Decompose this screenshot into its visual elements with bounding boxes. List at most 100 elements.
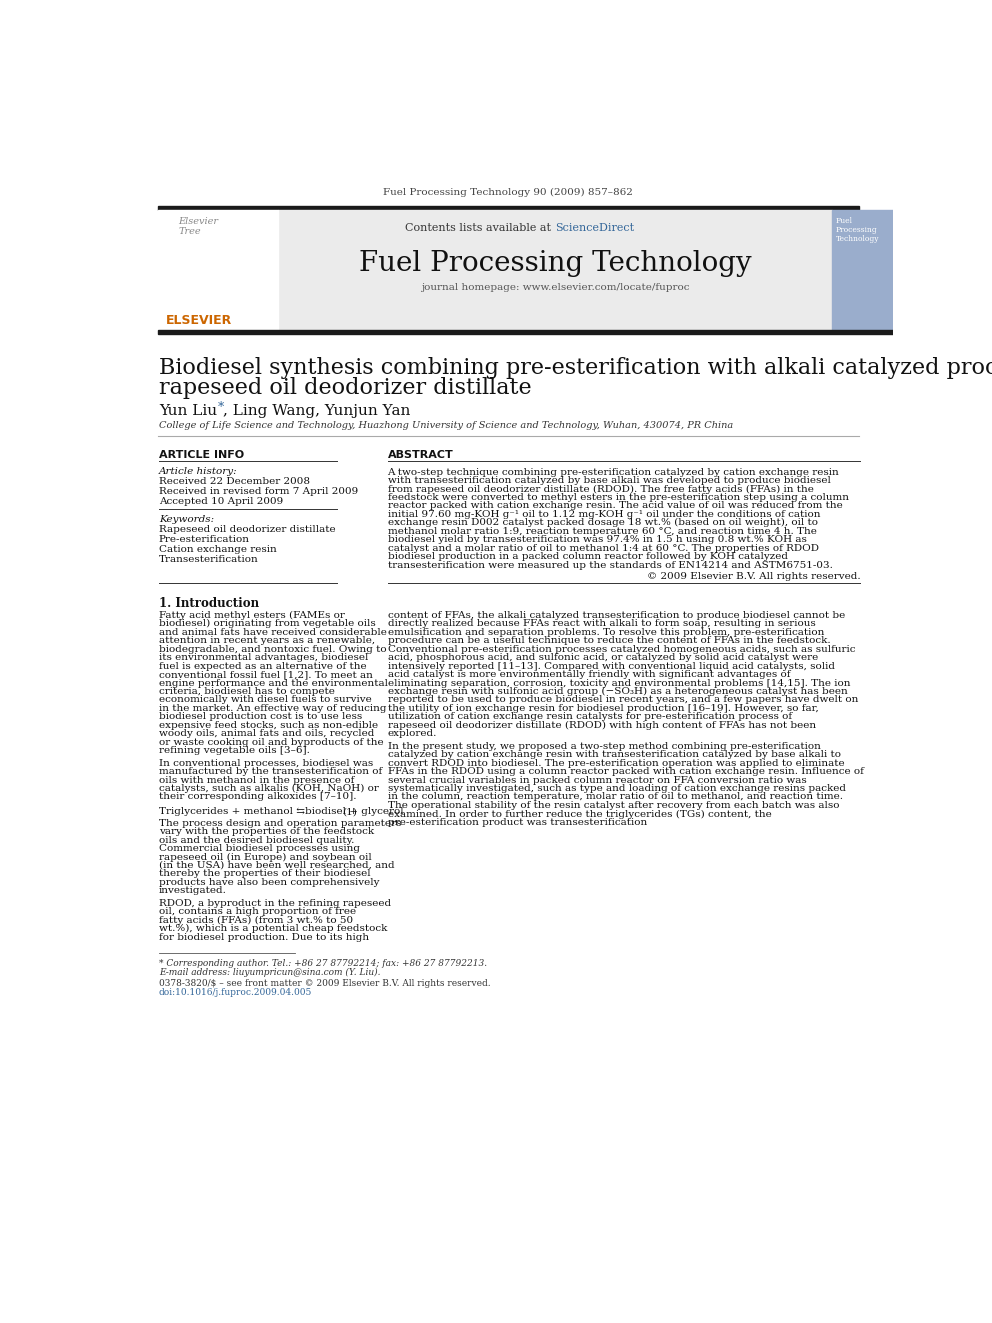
Text: emulsification and separation problems. To resolve this problem, pre-esterificat: emulsification and separation problems. … (388, 627, 824, 636)
Bar (831, 210, 893, 329)
Text: Article history:: Article history: (159, 467, 237, 476)
Text: rapeseed oil deodorizer distillate: rapeseed oil deodorizer distillate (159, 377, 532, 400)
Text: directly realized because FFAs react with alkali to form soap, resulting in seri: directly realized because FFAs react wit… (388, 619, 815, 628)
Text: Triglycerides + methanol ⇆biodisel + glycerol: Triglycerides + methanol ⇆biodisel + gly… (159, 807, 404, 816)
Text: Cation exchange resin: Cation exchange resin (159, 545, 277, 553)
Text: fuel is expected as an alternative of the: fuel is expected as an alternative of th… (159, 662, 366, 671)
Text: Conventional pre-esterification processes catalyzed homogeneous acids, such as s: Conventional pre-esterification processe… (388, 644, 855, 654)
Text: biodiesel production cost is to use less: biodiesel production cost is to use less (159, 712, 362, 721)
Text: from rapeseed oil deodorizer distillate (RDOD). The free fatty acids (FFAs) in t: from rapeseed oil deodorizer distillate … (388, 484, 813, 493)
Text: feedstock were converted to methyl esters in the pre-esterification step using a: feedstock were converted to methyl ester… (388, 493, 848, 501)
Text: Biodiesel synthesis combining pre-esterification with alkali catalyzed process f: Biodiesel synthesis combining pre-esteri… (159, 357, 992, 380)
Text: with transesterification catalyzed by base alkali was developed to produce biodi: with transesterification catalyzed by ba… (388, 476, 830, 486)
Text: FFAs in the RDOD using a column reactor packed with cation exchange resin. Influ: FFAs in the RDOD using a column reactor … (388, 767, 863, 777)
Text: fatty acids (FFAs) (from 3 wt.% to 50: fatty acids (FFAs) (from 3 wt.% to 50 (159, 916, 353, 925)
Text: *: * (218, 401, 224, 414)
Text: woody oils, animal fats and oils, recycled: woody oils, animal fats and oils, recycl… (159, 729, 374, 738)
Text: engine performance and the environmental: engine performance and the environmental (159, 679, 388, 688)
Bar (158, 206, 859, 210)
Text: economically with diesel fuels to survive: economically with diesel fuels to surviv… (159, 696, 372, 704)
Text: ABSTRACT: ABSTRACT (388, 450, 453, 460)
Text: Fuel Processing Technology 90 (2009) 857–862: Fuel Processing Technology 90 (2009) 857… (384, 188, 633, 197)
Text: conventional fossil fuel [1,2]. To meet an: conventional fossil fuel [1,2]. To meet … (159, 669, 373, 679)
Text: vary with the properties of the feedstock: vary with the properties of the feedstoc… (159, 827, 374, 836)
Text: Yun Liu: Yun Liu (159, 404, 217, 418)
Text: 1. Introduction: 1. Introduction (159, 597, 259, 610)
Text: , Ling Wang, Yunjun Yan: , Ling Wang, Yunjun Yan (223, 404, 411, 418)
Text: and animal fats have received considerable: and animal fats have received considerab… (159, 627, 387, 636)
Bar (158, 329, 893, 335)
Text: 0378-3820/$ – see front matter © 2009 Elsevier B.V. All rights reserved.: 0378-3820/$ – see front matter © 2009 El… (159, 979, 490, 988)
Text: Fuel
Processing
Technology: Fuel Processing Technology (835, 217, 879, 243)
Text: rapeseed oil deodorizer distillate (RDOD) with high content of FFAs has not been: rapeseed oil deodorizer distillate (RDOD… (388, 721, 815, 730)
Text: or waste cooking oil and byproducts of the: or waste cooking oil and byproducts of t… (159, 738, 384, 746)
Text: biodiesel production in a packed column reactor followed by KOH catalyzed: biodiesel production in a packed column … (388, 552, 788, 561)
Text: explored.: explored. (388, 729, 436, 738)
Text: biodiesel yield by transesterification was 97.4% in 1.5 h using 0.8 wt.% KOH as: biodiesel yield by transesterification w… (388, 536, 806, 544)
Text: Fuel Processing Technology: Fuel Processing Technology (358, 250, 751, 277)
Text: catalyzed by cation exchange resin with transesterification catalyzed by base al: catalyzed by cation exchange resin with … (388, 750, 840, 759)
Text: procedure can be a useful technique to reduce the content of FFAs in the feedsto: procedure can be a useful technique to r… (388, 636, 830, 646)
Text: wt.%), which is a potential cheap feedstock: wt.%), which is a potential cheap feedst… (159, 925, 387, 933)
Text: Commercial biodiesel processes using: Commercial biodiesel processes using (159, 844, 360, 853)
Text: E-mail address: liuyumpricun@sina.com (Y. Liu).: E-mail address: liuyumpricun@sina.com (Y… (159, 968, 380, 978)
Text: initial 97.60 mg-KOH g⁻¹ oil to 1.12 mg-KOH g⁻¹ oil under the conditions of cati: initial 97.60 mg-KOH g⁻¹ oil to 1.12 mg-… (388, 509, 820, 519)
Text: utilization of cation exchange resin catalysts for pre-esterification process of: utilization of cation exchange resin cat… (388, 712, 792, 721)
Text: (1): (1) (342, 807, 357, 816)
Text: intensively reported [11–13]. Compared with conventional liquid acid catalysts, : intensively reported [11–13]. Compared w… (388, 662, 834, 671)
Text: attention in recent years as a renewable,: attention in recent years as a renewable… (159, 636, 375, 646)
Text: in the market. An effective way of reducing: in the market. An effective way of reduc… (159, 704, 386, 713)
Text: Fatty acid methyl esters (FAMEs or: Fatty acid methyl esters (FAMEs or (159, 611, 345, 620)
Text: reactor packed with cation exchange resin. The acid value of oil was reduced fro: reactor packed with cation exchange resi… (388, 501, 842, 511)
Text: systematically investigated, such as type and loading of cation exchange resins : systematically investigated, such as typ… (388, 785, 845, 792)
Text: thereby the properties of their biodiesel: thereby the properties of their biodiese… (159, 869, 370, 878)
Text: expensive feed stocks, such as non-edible: expensive feed stocks, such as non-edibl… (159, 721, 378, 730)
Text: Pre-esterification: Pre-esterification (159, 534, 250, 544)
Text: In the present study, we proposed a two-step method combining pre-esterification: In the present study, we proposed a two-… (388, 742, 820, 750)
Text: Rapeseed oil deodorizer distillate: Rapeseed oil deodorizer distillate (159, 524, 335, 533)
Text: Elsevier
Tree: Elsevier Tree (179, 217, 218, 235)
Text: the utility of ion exchange resin for biodiesel production [16–19]. However, so : the utility of ion exchange resin for bi… (388, 704, 818, 713)
Text: biodiesel) originating from vegetable oils: biodiesel) originating from vegetable oi… (159, 619, 376, 628)
Text: convert RDOD into biodiesel. The pre-esterification operation was applied to eli: convert RDOD into biodiesel. The pre-est… (388, 758, 844, 767)
Text: * Corresponding author. Tel.: +86 27 87792214; fax: +86 27 87792213.: * Corresponding author. Tel.: +86 27 877… (159, 959, 487, 968)
Text: journal homepage: www.elsevier.com/locate/fuproc: journal homepage: www.elsevier.com/locat… (421, 283, 689, 292)
Text: The process design and operation parameters: The process design and operation paramet… (159, 819, 401, 828)
Text: its environmental advantages, biodiesel: its environmental advantages, biodiesel (159, 654, 368, 662)
Text: their corresponding alkoxides [7–10].: their corresponding alkoxides [7–10]. (159, 792, 356, 802)
Text: Received in revised form 7 April 2009: Received in revised form 7 April 2009 (159, 487, 358, 496)
Text: rapeseed oil (in Europe) and soybean oil: rapeseed oil (in Europe) and soybean oil (159, 852, 372, 861)
Text: oils and the desired biodiesel quality.: oils and the desired biodiesel quality. (159, 836, 354, 844)
Text: for biodiesel production. Due to its high: for biodiesel production. Due to its hig… (159, 933, 369, 942)
Text: Keywords:: Keywords: (159, 515, 214, 524)
Text: exchange resin D002 catalyst packed dosage 18 wt.% (based on oil weight), oil to: exchange resin D002 catalyst packed dosa… (388, 519, 817, 528)
Text: ScienceDirect: ScienceDirect (555, 222, 634, 233)
Bar (158, 210, 278, 329)
Text: The operational stability of the resin catalyst after recovery from each batch w: The operational stability of the resin c… (388, 800, 839, 810)
Text: in the column, reaction temperature, molar ratio of oil to methanol, and reactio: in the column, reaction temperature, mol… (388, 792, 842, 802)
Text: eliminating separation, corrosion, toxicity and environmental problems [14,15]. : eliminating separation, corrosion, toxic… (388, 679, 850, 688)
Text: acid, phosphorous acid, and sulfonic acid, or catalyzed by solid acid catalyst w: acid, phosphorous acid, and sulfonic aci… (388, 654, 817, 662)
Text: exchange resin with sulfonic acid group (−SO₃H) as a heterogeneous catalyst has : exchange resin with sulfonic acid group … (388, 687, 847, 696)
Bar (278, 210, 831, 329)
Text: (in the USA) have been well researched, and: (in the USA) have been well researched, … (159, 861, 395, 871)
Text: Received 22 December 2008: Received 22 December 2008 (159, 476, 310, 486)
Text: In conventional processes, biodiesel was: In conventional processes, biodiesel was (159, 758, 373, 767)
Text: RDOD, a byproduct in the refining rapeseed: RDOD, a byproduct in the refining rapese… (159, 898, 391, 908)
Text: reported to be used to produce biodiesel in recent years, and a few papers have : reported to be used to produce biodiesel… (388, 696, 858, 704)
Text: College of Life Science and Technology, Huazhong University of Science and Techn: College of Life Science and Technology, … (159, 421, 733, 430)
Text: oil, contains a high proportion of free: oil, contains a high proportion of free (159, 908, 356, 917)
Text: catalyst and a molar ratio of oil to methanol 1:4 at 60 °C. The properties of RD: catalyst and a molar ratio of oil to met… (388, 544, 818, 553)
Text: Contents lists available at: Contents lists available at (406, 222, 555, 233)
Text: examined. In order to further reduce the triglycerides (TGs) content, the: examined. In order to further reduce the… (388, 810, 771, 819)
Text: investigated.: investigated. (159, 886, 227, 896)
Text: content of FFAs, the alkali catalyzed transesterification to produce biodiesel c: content of FFAs, the alkali catalyzed tr… (388, 611, 845, 619)
Text: refining vegetable oils [3–6].: refining vegetable oils [3–6]. (159, 746, 310, 755)
Text: methanol molar ratio 1:9, reaction temperature 60 °C, and reaction time 4 h. The: methanol molar ratio 1:9, reaction tempe… (388, 527, 816, 536)
Text: criteria, biodiesel has to compete: criteria, biodiesel has to compete (159, 687, 334, 696)
Text: ELSEVIER: ELSEVIER (166, 315, 232, 327)
Text: ARTICLE INFO: ARTICLE INFO (159, 450, 244, 460)
Text: doi:10.1016/j.fuproc.2009.04.005: doi:10.1016/j.fuproc.2009.04.005 (159, 988, 312, 998)
Text: Transesterification: Transesterification (159, 554, 259, 564)
Text: oils with methanol in the presence of: oils with methanol in the presence of (159, 775, 354, 785)
